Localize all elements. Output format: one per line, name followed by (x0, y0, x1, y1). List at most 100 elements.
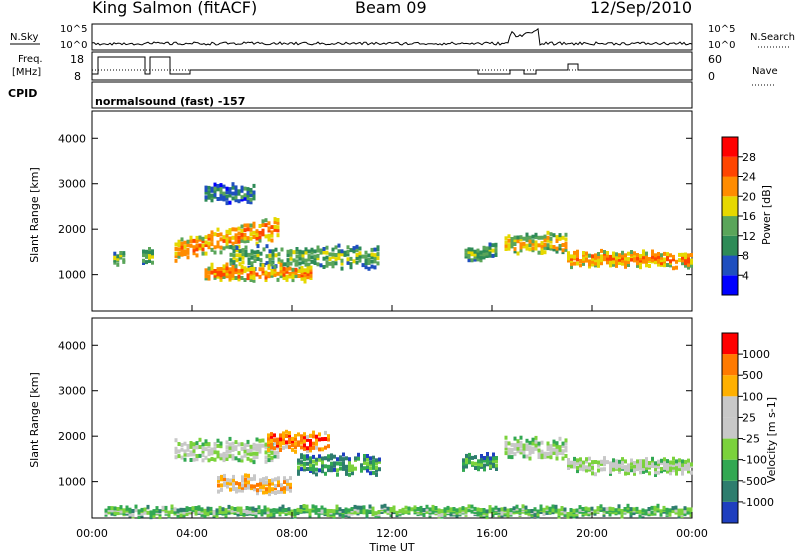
scatter-cell (540, 449, 544, 454)
scatter-cell (672, 266, 675, 271)
scatter-cell (283, 262, 287, 267)
scatter-cell (489, 464, 492, 469)
scatter-cell (678, 464, 681, 469)
scatter-cell (488, 242, 492, 247)
scatter-cell (207, 185, 211, 190)
x-tick-label: 00:00 (676, 527, 708, 540)
scatter-cell (352, 249, 356, 254)
scatter-cell (494, 244, 498, 249)
scatter-cell (226, 478, 229, 483)
scatter-cell (216, 438, 220, 443)
scatter-cell (210, 188, 214, 193)
scatter-cell (344, 510, 348, 515)
scatter-cell (594, 255, 597, 260)
scatter-cell (561, 243, 565, 247)
scatter-cell (479, 258, 483, 263)
scatter-cell (145, 249, 148, 254)
scatter-cell (246, 199, 250, 204)
scatter-cell (201, 251, 205, 256)
scatter-cell (558, 445, 562, 450)
scatter-cell (309, 463, 312, 467)
scatter-cell (311, 504, 315, 509)
scatter-cell (276, 271, 280, 276)
colorbar-swatch (722, 396, 738, 418)
scatter-cell (320, 509, 324, 514)
scatter-cell (618, 253, 621, 258)
scatter-cell (630, 458, 633, 463)
scatter-cell (231, 445, 235, 450)
scatter-cell (228, 187, 232, 192)
scatter-cell (641, 508, 645, 513)
scatter-cell (151, 254, 154, 259)
scatter-cell (557, 508, 561, 513)
scatter-cell (180, 455, 184, 460)
scatter-cell (543, 234, 547, 239)
scatter-cell (332, 509, 336, 514)
scatter-cell (240, 267, 244, 272)
scatter-cell (491, 253, 495, 258)
scatter-cell (229, 252, 233, 257)
scatter-cell (681, 462, 684, 467)
scatter-cell (306, 435, 309, 439)
scatter-cell (201, 453, 205, 457)
scatter-cell (624, 261, 627, 266)
scatter-cell (479, 508, 483, 512)
scatter-cell (201, 243, 205, 248)
scatter-cell (608, 512, 612, 517)
scatter-cell (375, 468, 378, 473)
scatter-cell (452, 507, 456, 511)
scatter-cell (419, 505, 423, 510)
scatter-cell (252, 460, 256, 465)
scatter-cell (183, 244, 187, 249)
scatter-cell (590, 506, 594, 511)
scatter-cell (270, 268, 274, 273)
scatter-cell (546, 447, 550, 452)
scatter-cell (603, 250, 606, 254)
scatter-cell (555, 452, 559, 457)
scatter-cell (252, 235, 256, 239)
scatter-cell (174, 455, 178, 460)
scatter-cell (632, 507, 636, 512)
scatter-cell (677, 508, 681, 513)
scatter-cell (473, 249, 477, 254)
scatter-cell (263, 510, 267, 515)
scatter-cell (549, 232, 553, 237)
scatter-cell (665, 510, 669, 515)
scatter-cell (189, 239, 193, 244)
scatter-cell (612, 260, 615, 265)
nave-label: Nave (752, 66, 778, 77)
scatter-cell (258, 443, 262, 448)
scatter-cell (567, 458, 570, 462)
scatter-cell (204, 243, 208, 247)
scatter-cell (231, 196, 235, 201)
scatter-cell (597, 460, 600, 465)
scatter-cell (249, 200, 253, 205)
scatter-cell (353, 509, 357, 514)
scatter-cell (122, 251, 126, 256)
scatter-cell (270, 271, 274, 276)
velocity-plot-frame (91, 317, 693, 519)
scatter-cell (609, 461, 612, 466)
scatter-cell (246, 239, 250, 243)
scatter-cell (306, 269, 310, 274)
scatter-cell (228, 267, 232, 272)
scatter-cell (255, 443, 259, 448)
scatter-cell (582, 460, 585, 465)
scatter-cell (241, 252, 245, 257)
scatter-cell (252, 266, 256, 271)
scatter-cell (516, 239, 520, 244)
scatter-cell (113, 258, 117, 263)
scatter-cell (271, 260, 275, 265)
noise-tick-low-left: 10^0 (60, 40, 87, 51)
scatter-cell (554, 508, 558, 513)
scatter-cell (585, 251, 588, 256)
scatter-cell (486, 456, 489, 461)
scatter-cell (237, 274, 241, 279)
scatter-cell (279, 262, 283, 267)
scatter-cell (663, 257, 666, 262)
scatter-cell (606, 256, 609, 261)
velocity-colorbar-label: Velocity [m s-1] (765, 397, 778, 483)
scatter-cell (186, 447, 190, 452)
scatter-cell (204, 190, 208, 195)
scatter-cell (264, 455, 268, 460)
